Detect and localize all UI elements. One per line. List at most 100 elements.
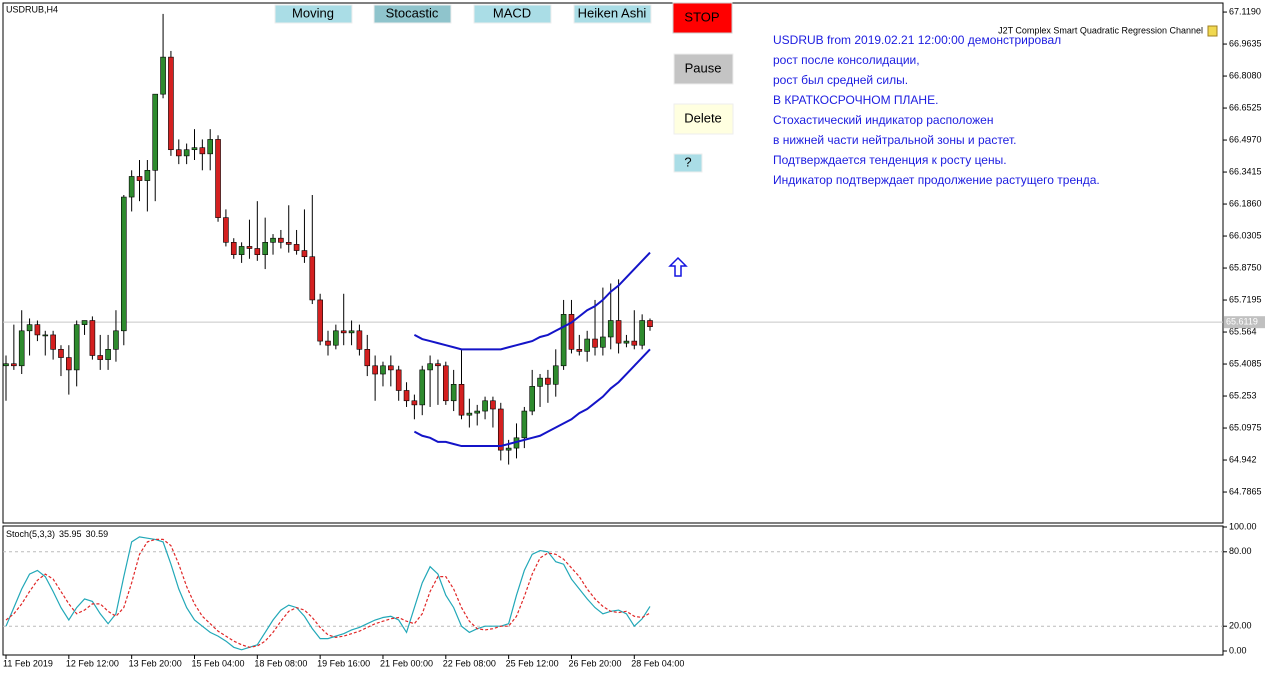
candle-body	[270, 237, 276, 243]
candle-body	[121, 196, 127, 332]
button-label: MACD	[493, 5, 531, 20]
chart-title: USDRUB,H4	[6, 4, 58, 14]
pause-button[interactable]: Pause	[673, 53, 734, 85]
candle-body	[364, 349, 371, 367]
candle-body	[113, 330, 119, 350]
x-tick-label: 15 Feb 04:00	[191, 658, 244, 668]
candle-body	[73, 324, 80, 371]
candle-body	[568, 314, 575, 350]
candle-body	[356, 330, 363, 350]
x-tick-label: 25 Feb 12:00	[506, 658, 559, 668]
candle-body	[560, 314, 567, 367]
candle-body	[254, 248, 261, 255]
candle-body	[419, 369, 426, 406]
button[interactable]: Heiken Ashi	[573, 4, 652, 24]
comment-line: USDRUB from 2019.02.21 12:00:00 демонстр…	[773, 33, 1061, 47]
candle-body	[18, 330, 25, 367]
candle-body	[58, 349, 64, 358]
candle-body	[631, 340, 638, 346]
candle-body	[403, 390, 410, 402]
candle-body	[175, 149, 182, 157]
candle-body	[340, 330, 347, 334]
stoch-title: Stoch(5,3,3) 35.95 30.59	[6, 529, 108, 539]
stop-button[interactable]: STOP	[672, 2, 733, 34]
y-tick-label: 65.8750	[1229, 262, 1262, 272]
candle-body	[89, 320, 96, 356]
candle-body	[450, 384, 457, 402]
stoch-main-value: 35.95	[59, 529, 82, 539]
candle-body	[238, 246, 245, 255]
stoch-line	[5, 538, 651, 648]
candle-body	[521, 410, 528, 439]
candle-body	[325, 340, 331, 346]
candle-body	[497, 408, 504, 451]
y-tick-label: 20.00	[1229, 621, 1252, 631]
candle-body	[136, 176, 143, 181]
button-bg	[673, 153, 703, 173]
y-tick-label: 65.253	[1229, 390, 1257, 400]
comment-line: Стохастический индикатор расположен	[773, 113, 993, 127]
candle-body	[191, 147, 198, 151]
y-tick-label: 64.7865	[1229, 486, 1262, 496]
candle-body	[207, 139, 213, 155]
signal-arrow	[668, 256, 688, 277]
x-tick-label: 12 Feb 12:00	[66, 658, 119, 668]
candle-body	[278, 237, 284, 243]
comment-line: рост был средней силы.	[773, 73, 908, 87]
button[interactable]: MACD	[473, 4, 552, 24]
button-bg	[672, 2, 733, 34]
candle-body	[388, 365, 394, 371]
regression-channel	[413, 251, 651, 351]
x-tick-label: 13 Feb 20:00	[129, 658, 182, 668]
candle-body	[183, 149, 190, 157]
help-button[interactable]: ?	[673, 153, 703, 173]
candle-body	[623, 340, 630, 344]
candle-body	[607, 320, 614, 338]
stoch-panel	[2, 525, 1224, 656]
candle-body	[615, 320, 622, 344]
comment-line: рост после консолидации,	[773, 53, 920, 67]
candle-body	[458, 384, 465, 416]
candle-body	[223, 217, 229, 243]
x-tick-label: 22 Feb 08:00	[443, 658, 496, 668]
current-price-label: 65.6119	[1226, 317, 1258, 327]
candle-body	[34, 324, 41, 336]
candle-body	[466, 412, 473, 416]
candle-body	[380, 365, 386, 375]
stoch-signal-value: 30.59	[86, 529, 109, 539]
candle-body	[26, 324, 33, 332]
y-tick-label: 65.564	[1229, 326, 1257, 336]
y-tick-label: 0.00	[1229, 645, 1247, 655]
button[interactable]: Moving	[274, 4, 353, 24]
button[interactable]: Stocastic	[373, 4, 452, 24]
y-tick-label: 66.3415	[1229, 166, 1262, 176]
candle-body	[505, 447, 512, 451]
y-tick-label: 66.9635	[1229, 38, 1262, 48]
y-tick-label: 66.0305	[1229, 230, 1262, 240]
candle-body	[66, 357, 72, 371]
candle-body	[301, 250, 308, 258]
candle-body	[474, 410, 481, 414]
button-bg	[673, 103, 734, 135]
candle-body	[333, 330, 339, 346]
y-tick-label: 65.7195	[1229, 294, 1262, 304]
comment-line: Индикатор подтверждает продолжение расту…	[773, 173, 1100, 187]
y-tick-label: 66.6525	[1229, 102, 1262, 112]
button-label: Stocastic	[386, 5, 439, 20]
candle-body	[293, 244, 300, 251]
candle-body	[411, 400, 418, 406]
delete-button[interactable]: Delete	[673, 103, 734, 135]
button-bg	[473, 4, 552, 24]
regression-channel	[413, 348, 651, 448]
candle-body	[105, 349, 111, 360]
candle-body	[348, 330, 355, 334]
candle-body	[427, 363, 433, 371]
y-tick-label: 64.942	[1229, 454, 1257, 464]
x-tick-label: 26 Feb 20:00	[568, 658, 621, 668]
button-label: Moving	[292, 5, 334, 20]
candle-body	[552, 365, 559, 385]
current-price-box	[1224, 316, 1265, 329]
y-tick-label: 100.00	[1229, 521, 1257, 531]
candle-body	[639, 320, 645, 346]
